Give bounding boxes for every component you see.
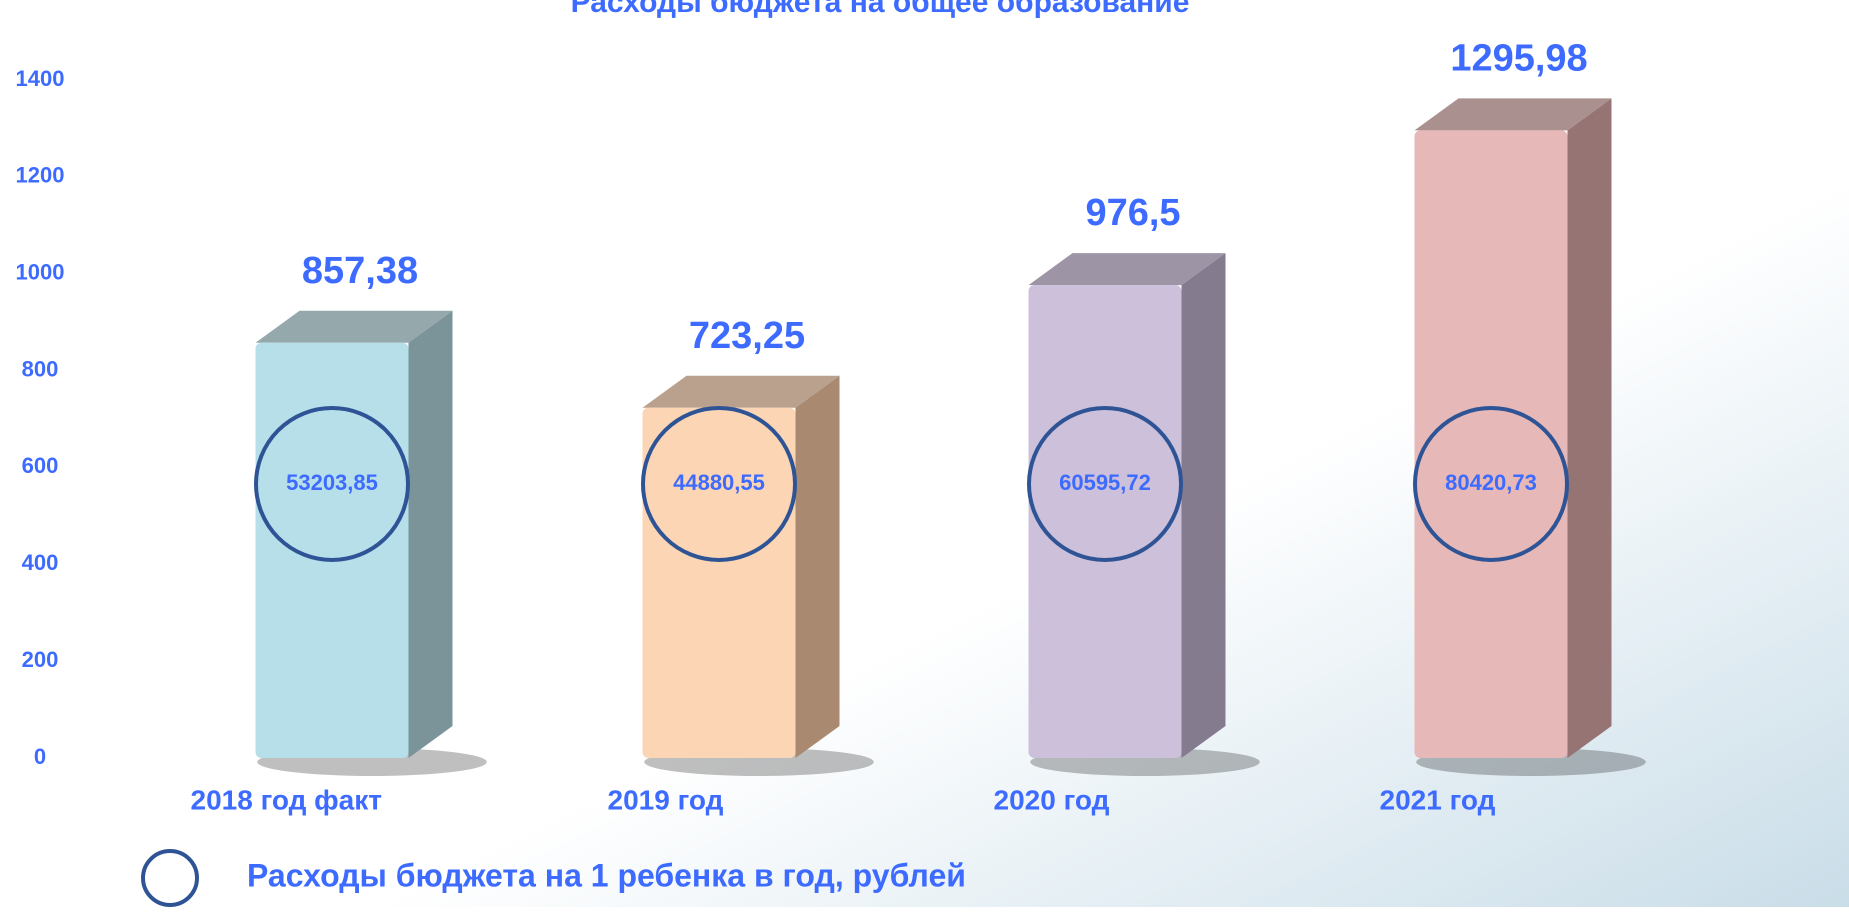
bar-top	[1414, 98, 1612, 131]
bar-top	[642, 375, 840, 408]
y-tick-label: 600	[22, 453, 59, 478]
value-label: 857,38	[302, 250, 418, 292]
per-child-label: 80420,73	[1445, 470, 1537, 495]
per-child-circle	[254, 406, 410, 562]
per-child-circle	[1027, 406, 1183, 562]
y-tick-label: 1400	[16, 66, 65, 91]
y-tick-label: 0	[34, 744, 46, 769]
x-tick-label: 2018 год факт	[191, 784, 382, 815]
bar-side	[408, 310, 453, 758]
bar-side	[795, 375, 840, 758]
y-tick-label: 1200	[16, 163, 65, 188]
chart-title: Расходы бюджета на общее образование	[571, 0, 1190, 19]
bar-side	[1567, 98, 1612, 759]
value-label: 723,25	[689, 315, 805, 357]
y-tick-label: 1000	[16, 260, 65, 285]
value-label: 976,5	[1085, 192, 1180, 234]
bar	[642, 407, 796, 758]
per-child-label: 53203,85	[286, 470, 378, 495]
per-child-circle	[641, 406, 797, 562]
value-label: 1295,98	[1450, 37, 1587, 79]
y-tick-label: 400	[22, 550, 59, 575]
bar-top	[255, 310, 453, 343]
y-tick-label: 200	[22, 647, 59, 672]
x-tick-label: 2021 год	[1380, 784, 1496, 815]
x-tick-label: 2019 год	[608, 784, 724, 815]
legend-icon	[141, 849, 199, 907]
bar-side	[1181, 253, 1226, 758]
y-tick-label: 800	[22, 356, 59, 381]
bar	[255, 342, 409, 758]
per-child-label: 60595,72	[1059, 470, 1151, 495]
bar	[1414, 130, 1568, 759]
x-tick-label: 2020 год	[994, 784, 1110, 815]
per-child-circle	[1413, 406, 1569, 562]
per-child-label: 44880,55	[673, 470, 765, 495]
legend-label: Расходы бюджета на 1 ребенка в год, рубл…	[247, 857, 966, 893]
bar-top	[1028, 253, 1226, 286]
bar	[1028, 285, 1182, 758]
